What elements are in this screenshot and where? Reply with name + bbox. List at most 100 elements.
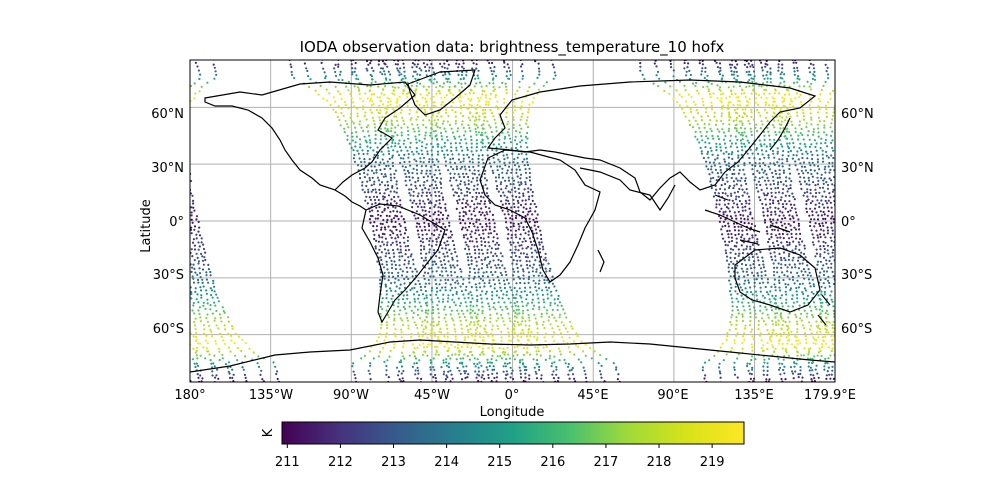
observation-point [394,267,397,271]
observation-point [406,270,409,274]
observation-point [427,91,430,95]
observation-point [793,198,796,201]
observation-point [389,100,392,103]
observation-point [701,369,704,372]
observation-point [817,294,820,297]
observation-point [416,205,419,208]
observation-point [525,298,528,301]
observation-point [765,74,768,77]
observation-point [495,233,498,236]
observation-point [503,97,506,100]
observation-point [822,256,826,259]
observation-point [756,256,759,259]
observation-point [414,184,417,187]
observation-point [482,196,485,199]
observation-point [193,259,196,262]
observation-point [487,103,490,106]
observation-point [481,158,484,161]
observation-point [753,309,757,312]
observation-point [777,357,780,360]
observation-point [403,232,406,235]
observation-point [504,85,508,88]
observation-point [445,358,448,361]
observation-point [680,95,683,98]
observation-point [405,312,408,315]
observation-point [829,354,832,357]
observation-point [732,248,735,251]
observation-point [474,127,477,131]
observation-point [502,320,505,323]
observation-point [768,138,771,141]
observation-point [780,266,783,269]
observation-point [429,368,432,371]
observation-point [394,206,397,209]
observation-point [394,169,397,172]
observation-point [773,283,776,286]
observation-point [502,347,505,350]
observation-point [406,244,410,248]
observation-point [750,108,753,111]
observation-point [443,335,446,338]
observation-point [803,85,806,88]
observation-point [728,123,731,126]
observation-point [550,365,553,368]
observation-point [506,307,509,310]
observation-point [429,373,432,376]
observation-point [737,248,740,251]
observation-point [540,312,543,316]
observation-point [774,307,777,310]
observation-point [429,165,432,168]
observation-point [753,224,757,228]
observation-point [198,312,201,315]
observation-point [387,225,390,228]
observation-point [776,218,779,221]
observation-point [785,336,788,339]
observation-point [392,149,395,152]
observation-point [385,309,388,312]
observation-point [442,82,445,85]
observation-point [474,214,477,217]
observation-point [519,233,522,236]
observation-point [386,244,389,247]
observation-point [201,255,204,258]
observation-point [749,377,753,380]
observation-point [419,252,423,255]
observation-point [527,198,531,201]
observation-point [812,301,816,304]
observation-point [512,323,515,326]
observation-point [432,130,435,133]
observation-point [727,186,731,189]
observation-point [435,81,439,84]
observation-point [224,363,228,366]
observation-point [466,376,469,379]
observation-point [791,215,794,218]
observation-point [379,99,382,102]
observation-point [377,234,381,237]
observation-point [789,287,793,290]
observation-point [454,286,457,289]
observation-point [783,365,786,368]
observation-point [706,150,710,153]
observation-point [495,294,498,297]
observation-point [484,330,487,333]
observation-point [455,191,459,194]
observation-point [553,302,557,305]
observation-point [386,160,389,163]
observation-point [369,146,372,149]
observation-point [745,182,748,185]
observation-point [517,339,520,342]
observation-point [401,298,405,301]
observation-point [750,253,754,256]
observation-point [827,366,830,369]
observation-point [401,116,404,119]
observation-point [535,289,538,292]
observation-point [489,317,492,320]
observation-point [453,266,456,269]
observation-point [433,119,436,122]
observation-point [600,376,603,379]
observation-point [832,282,835,286]
observation-point [454,85,457,88]
observation-point [461,361,464,364]
observation-point [471,334,474,337]
observation-point [488,308,491,311]
